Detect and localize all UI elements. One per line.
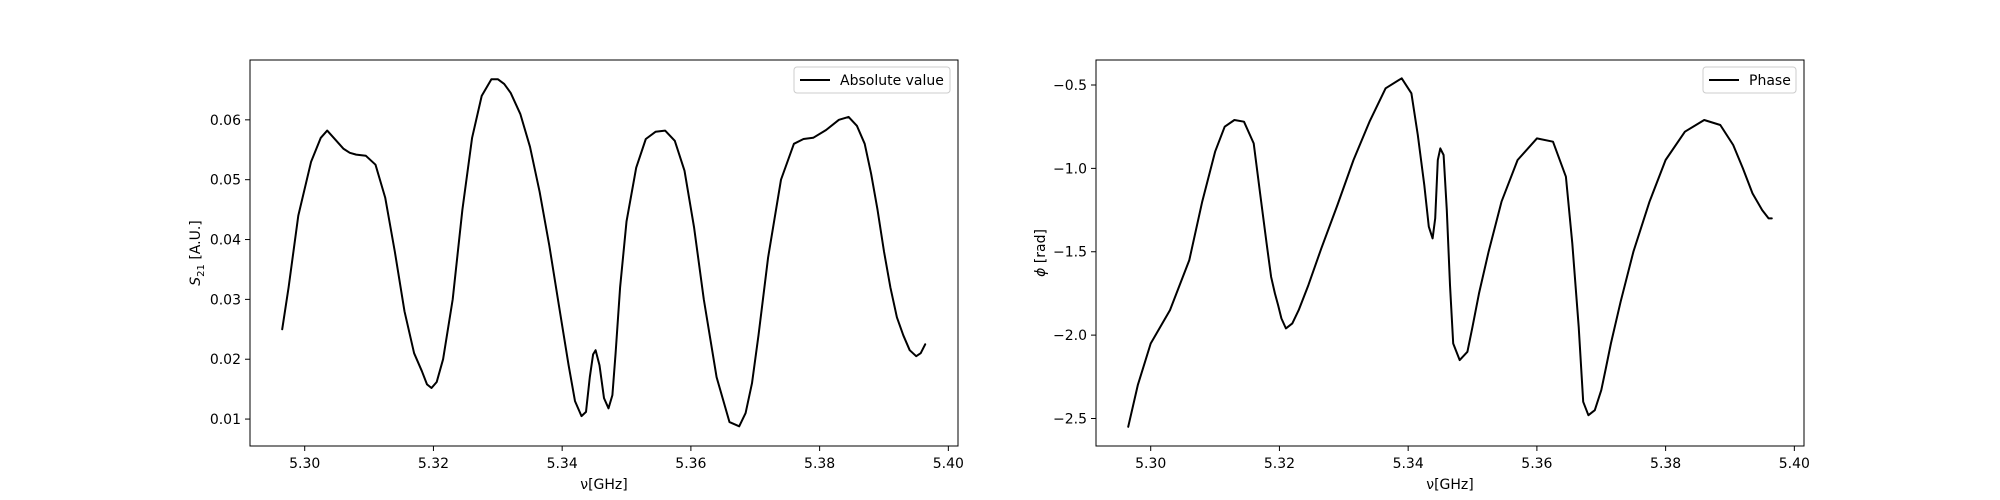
phase-y-ticks: −2.5 −2.0 −1.5 −1.0 −0.5 <box>1053 78 1096 427</box>
phase-x-tick-label: 5.38 <box>1650 456 1681 472</box>
phase-y-tick-label: −2.0 <box>1053 328 1087 344</box>
abs-value-x-tick-label: 5.34 <box>547 456 578 472</box>
phase-y-tick-label: −2.5 <box>1053 411 1087 427</box>
phase-y-tick-label: −1.5 <box>1053 245 1087 261</box>
phase-x-ticks: 5.30 5.32 5.34 5.36 5.38 5.40 <box>1135 446 1810 472</box>
phase-x-axis-label: ν[GHz] <box>1426 477 1473 493</box>
abs-value-y-label-sub: 21 <box>196 264 207 277</box>
abs-value-y-ticks: 0.01 0.02 0.03 0.04 0.05 0.06 <box>210 113 250 428</box>
phase-y-label-unit: [rad] <box>1033 229 1049 268</box>
phase-x-tick-label: 5.36 <box>1521 456 1552 472</box>
abs-value-y-tick-label: 0.06 <box>210 113 241 129</box>
phase-legend-box <box>1702 66 1797 94</box>
abs-value-y-tick-label: 0.02 <box>210 352 241 368</box>
phase-x-tick-label: 5.32 <box>1264 456 1295 472</box>
phase-axes-frame <box>1095 59 1805 447</box>
abs-value-series-line <box>281 78 927 428</box>
abs-value-y-tick-label: 0.04 <box>210 233 241 249</box>
abs-value-x-tick-label: 5.32 <box>418 456 449 472</box>
abs-value-y-tick-label: 0.01 <box>210 412 241 428</box>
abs-value-y-label-unit: [A.U.] <box>188 220 204 264</box>
abs-value-x-ticks: 5.30 5.32 5.34 5.36 5.38 5.40 <box>289 446 964 472</box>
abs-value-y-tick-label: 0.05 <box>210 173 241 189</box>
phase-series-0 <box>1127 77 1773 428</box>
abs-value-x-tick-label: 5.36 <box>675 456 706 472</box>
abs-value-legend: Absolute value <box>793 66 951 94</box>
abs-value-chart: 5.30 5.32 5.34 5.36 5.38 5.40 0.010.020.030.0… <box>188 59 964 493</box>
abs-value-series-0 <box>281 78 927 428</box>
phase-series-line <box>1127 77 1773 428</box>
abs-value-legend-box <box>793 66 951 94</box>
abs-value-x-tick-label: 5.30 <box>289 456 320 472</box>
phase-y-tick-label: −1.0 <box>1053 161 1087 177</box>
abs-value-y-axis-label: S21 [A.U.] <box>188 220 207 285</box>
phase-legend-label: Phase <box>1749 73 1791 89</box>
abs-value-x-tick-label: 5.38 <box>804 456 835 472</box>
phase-y-axis-label: ϕ [rad] <box>1033 229 1049 277</box>
abs-value-x-tick-label: 5.40 <box>933 456 964 472</box>
phase-chart: 5.30 5.32 5.34 5.36 5.38 5.40 −2.5 −2.0 −1.5 −1.… <box>1033 59 1810 493</box>
abs-value-legend-label: Absolute value <box>840 73 944 89</box>
abs-value-y-tick-label: 0.03 <box>210 292 241 308</box>
phase-legend: Phase <box>1702 66 1797 94</box>
phase-x-tick-label: 5.40 <box>1779 456 1810 472</box>
phase-y-tick-label: −0.5 <box>1053 78 1087 94</box>
abs-value-x-axis-label: ν[GHz] <box>580 477 627 493</box>
phase-x-tick-label: 5.30 <box>1135 456 1166 472</box>
phase-x-tick-label: 5.34 <box>1393 456 1424 472</box>
abs-value-y-label-main: S <box>188 277 204 286</box>
abs-value-axes-frame <box>249 59 959 447</box>
phase-y-label-main: ϕ <box>1033 268 1049 277</box>
